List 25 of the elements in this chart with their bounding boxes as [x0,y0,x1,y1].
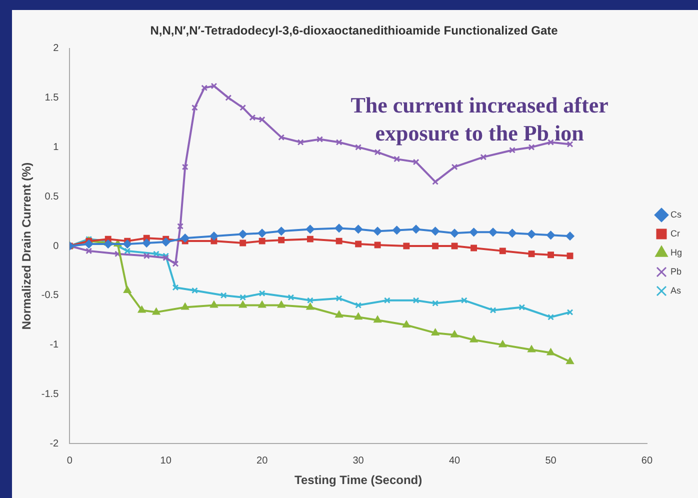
x-tick-label: 60 [641,455,653,466]
y-tick-label: -1.5 [41,388,60,400]
x-tick-label: 40 [448,455,461,466]
x-tick-label: 30 [352,455,364,466]
annotation: The current increased after exposure to the Pb ion [350,92,609,146]
legend-label: As [670,285,682,296]
x-tick-label: 0 [66,455,73,466]
y-tick-label: -0.5 [41,290,60,302]
legend-label: Cr [670,228,680,238]
legend-label: Hg [670,247,682,258]
legend-label: Pb [670,266,682,276]
chart-title: N,N,N′,N′-Tetradodecyl-3,6-dioxaoctanedithioamide Functionalized Gate [150,24,558,38]
y-tick-label: -2 [50,438,60,450]
y-tick-label: 1.5 [44,92,60,104]
x-tick-label: 20 [256,455,268,466]
y-tick-label: 2 [53,43,60,54]
y-tick-label: 0 [53,240,60,252]
y-tick-label: 1 [53,142,60,153]
x-axis-title: Testing Time (Second) [294,473,422,488]
y-tick-label: 0.5 [44,191,60,202]
y-axis-title: Normalized Drain Current (%) [20,162,34,330]
y-tick-label: -1 [50,340,60,351]
legend-label: Cs [670,209,682,220]
x-tick-label: 10 [160,455,172,466]
x-tick-label: 50 [545,455,557,466]
